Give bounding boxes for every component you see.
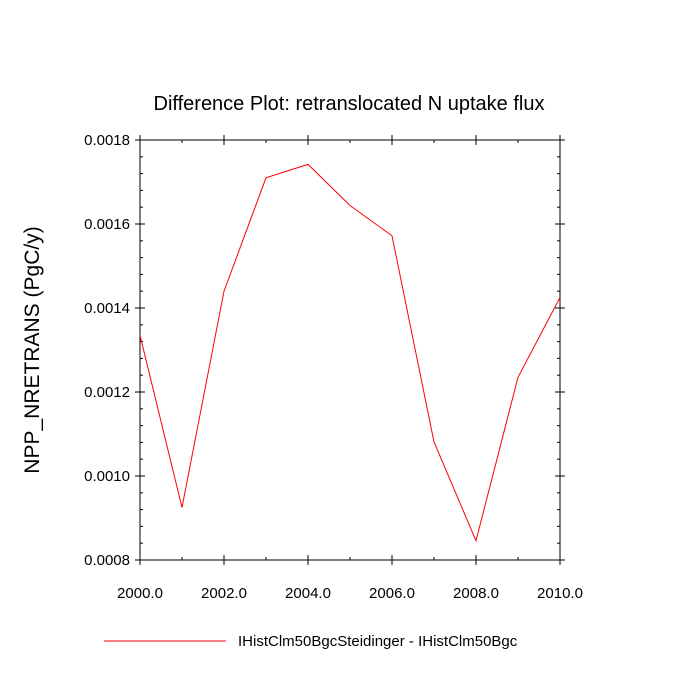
legend-label: IHistClm50BgcSteidinger - IHistClm50Bgc [238, 633, 518, 650]
chart-title: Difference Plot: retranslocated N uptake… [154, 93, 545, 115]
plot-frame [139, 139, 561, 561]
y-axis-label: NPP_NRETRANS (PgC/y) [21, 226, 44, 473]
x-tick-label: 2008.0 [453, 585, 499, 602]
series-group [139, 163, 561, 543]
legend: IHistClm50BgcSteidinger - IHistClm50Bgc [104, 633, 518, 650]
x-axis: 2000.0 2002.0 2004.0 2006.0 2008.0 2010.0 [117, 135, 583, 602]
x-tick-label: 2002.0 [201, 585, 247, 602]
x-tick-label: 2010.0 [537, 585, 583, 602]
y-tick-label: 0.0014 [84, 300, 130, 317]
plot-area: 0.0008 0.0010 0.0012 0.0014 0.0016 0.0018 200… [84, 132, 583, 602]
x-tick-label: 2000.0 [117, 585, 163, 602]
x-tick-label: 2004.0 [285, 585, 331, 602]
y-tick-label: 0.0018 [84, 132, 130, 149]
y-axis: 0.0008 0.0010 0.0012 0.0014 0.0016 0.0018 [84, 132, 565, 569]
y-tick-label: 0.0008 [84, 552, 130, 569]
y-tick-label: 0.0012 [84, 384, 130, 401]
x-tick-label: 2006.0 [369, 585, 415, 602]
y-tick-label: 0.0010 [84, 468, 130, 485]
minor-ticks [140, 140, 560, 560]
series-line [139, 163, 561, 543]
y-tick-label: 0.0016 [84, 216, 130, 233]
